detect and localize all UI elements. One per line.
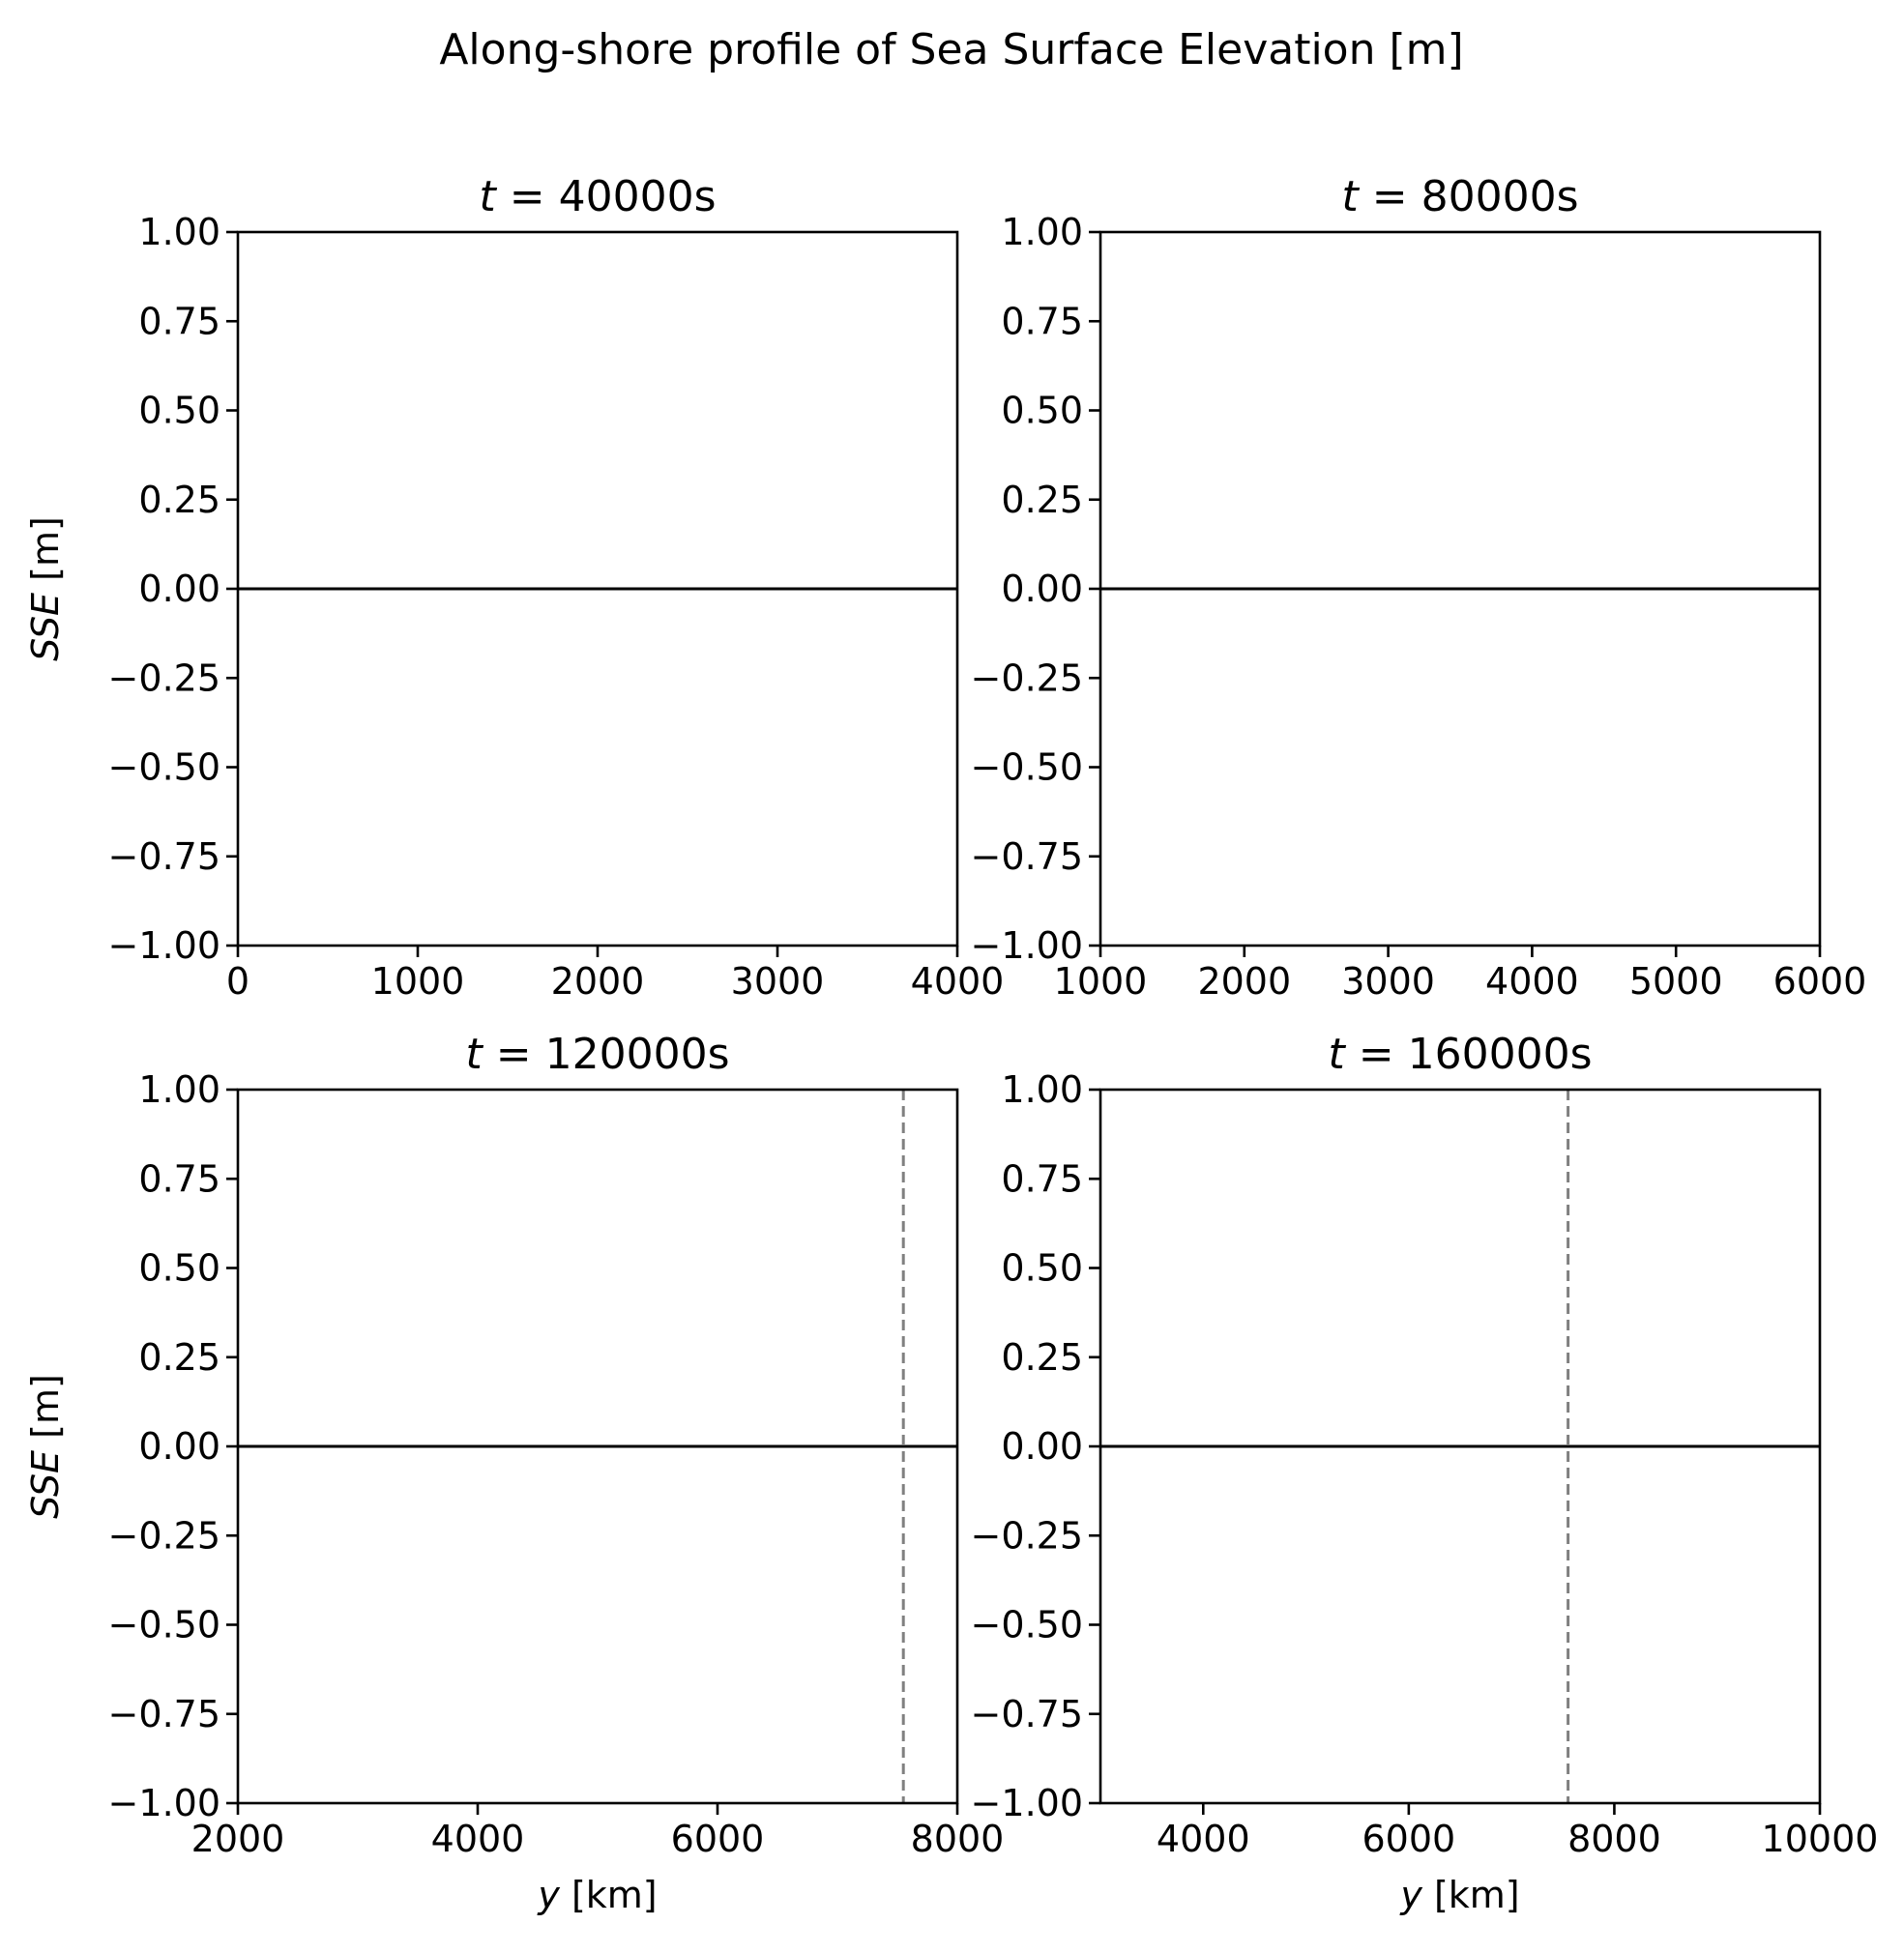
x-tick-label: 1000 [371,960,465,1003]
y-tick-label: 0.50 [138,390,220,432]
y-tick-label: 0.00 [1001,568,1083,610]
y-tick-label: 0.25 [1001,1336,1083,1379]
y-tick-label: −0.50 [108,1604,220,1647]
y-tick-label: −0.50 [971,746,1083,789]
x-tick-label: 2000 [1197,960,1291,1003]
y-tick-label: 0.75 [1001,1157,1083,1200]
x-tick-label: 4000 [1485,960,1579,1003]
y-tick-label: −1.00 [971,1782,1083,1824]
subplot-1: −1.00 −0.75 −0.50 −0.25 0.00 0.25 0.50 0.75 1.00… [24,172,1004,1003]
x-axis-label: y [km] [537,1874,657,1916]
x-tick-label: 4000 [911,960,1005,1003]
x-tick-label: 2000 [191,1818,285,1860]
x-tick-label: 6000 [1362,1818,1455,1860]
y-tick-label: 0.25 [1001,479,1083,521]
x-tick-label: 6000 [671,1818,765,1860]
x-tick-label: 1000 [1054,960,1148,1003]
y-tick-label: 0.50 [1001,390,1083,432]
y-tick-label: −0.25 [108,656,220,699]
y-tick-label: −0.25 [108,1514,220,1557]
y-tick-label: −1.00 [108,1782,220,1824]
subplot-grid: −1.00 −0.75 −0.50 −0.25 0.00 0.25 0.50 0.75 1.00… [24,172,1878,1916]
subplot-title: t = 160000s [1329,1030,1593,1079]
y-tick-label: 0.75 [1001,300,1083,342]
y-tick-label: −1.00 [108,924,220,967]
x-tick-label: 8000 [1567,1818,1661,1860]
y-tick-label: 0.50 [138,1247,220,1290]
y-tick-label: 1.00 [138,211,220,253]
y-tick-label: 0.00 [138,568,220,610]
x-tick-label: 2000 [551,960,645,1003]
y-tick-label: 0.50 [1001,1247,1083,1290]
x-tick-label: 4000 [1157,1818,1250,1860]
x-tick-label: 5000 [1629,960,1723,1003]
y-tick-label: −0.25 [971,1514,1083,1557]
y-tick-label: 1.00 [1001,211,1083,253]
y-tick-label: −0.25 [971,656,1083,699]
x-tick-label: 3000 [731,960,825,1003]
y-tick-label: −0.75 [971,835,1083,878]
x-tick-label: 8000 [911,1818,1005,1860]
x-tick-label: 0 [226,960,249,1003]
y-tick-label: −0.75 [108,1693,220,1735]
figure-suptitle: Along-shore profile of Sea Surface Eleva… [439,25,1463,74]
y-tick-label: 0.75 [138,300,220,342]
x-tick-label: 4000 [431,1818,525,1860]
y-tick-label: 0.00 [138,1425,220,1468]
y-tick-label: 0.25 [138,479,220,521]
y-tick-label: −1.00 [971,924,1083,967]
subplot-title: t = 80000s [1342,172,1579,221]
subplot-2: −1.00 −0.75 −0.50 −0.25 0.00 0.25 0.50 0.75 1.00… [971,172,1867,1003]
subplot-4: −1.00 −0.75 −0.50 −0.25 0.00 0.25 0.50 0.75 1.00… [971,1030,1879,1916]
subplot-title: t = 40000s [480,172,717,221]
x-tick-label: 6000 [1773,960,1867,1003]
y-tick-label: 0.00 [1001,1425,1083,1468]
x-tick-label: 10000 [1762,1818,1879,1860]
x-axis-label: y [km] [1399,1874,1519,1916]
y-tick-label: −0.50 [108,746,220,789]
y-axis-label: SSE [m] [24,1374,67,1519]
y-tick-label: 1.00 [138,1068,220,1111]
subplot-3: −1.00 −0.75 −0.50 −0.25 0.00 0.25 0.50 0.75 1.00… [24,1030,1004,1916]
subplot-title: t = 120000s [466,1030,730,1079]
y-tick-label: 0.75 [138,1157,220,1200]
y-axis-label: SSE [m] [24,516,67,661]
y-tick-label: −0.50 [971,1604,1083,1647]
y-tick-label: −0.75 [971,1693,1083,1735]
y-tick-label: 1.00 [1001,1068,1083,1111]
y-tick-label: −0.75 [108,835,220,878]
y-tick-label: 0.25 [138,1336,220,1379]
x-tick-label: 3000 [1341,960,1435,1003]
